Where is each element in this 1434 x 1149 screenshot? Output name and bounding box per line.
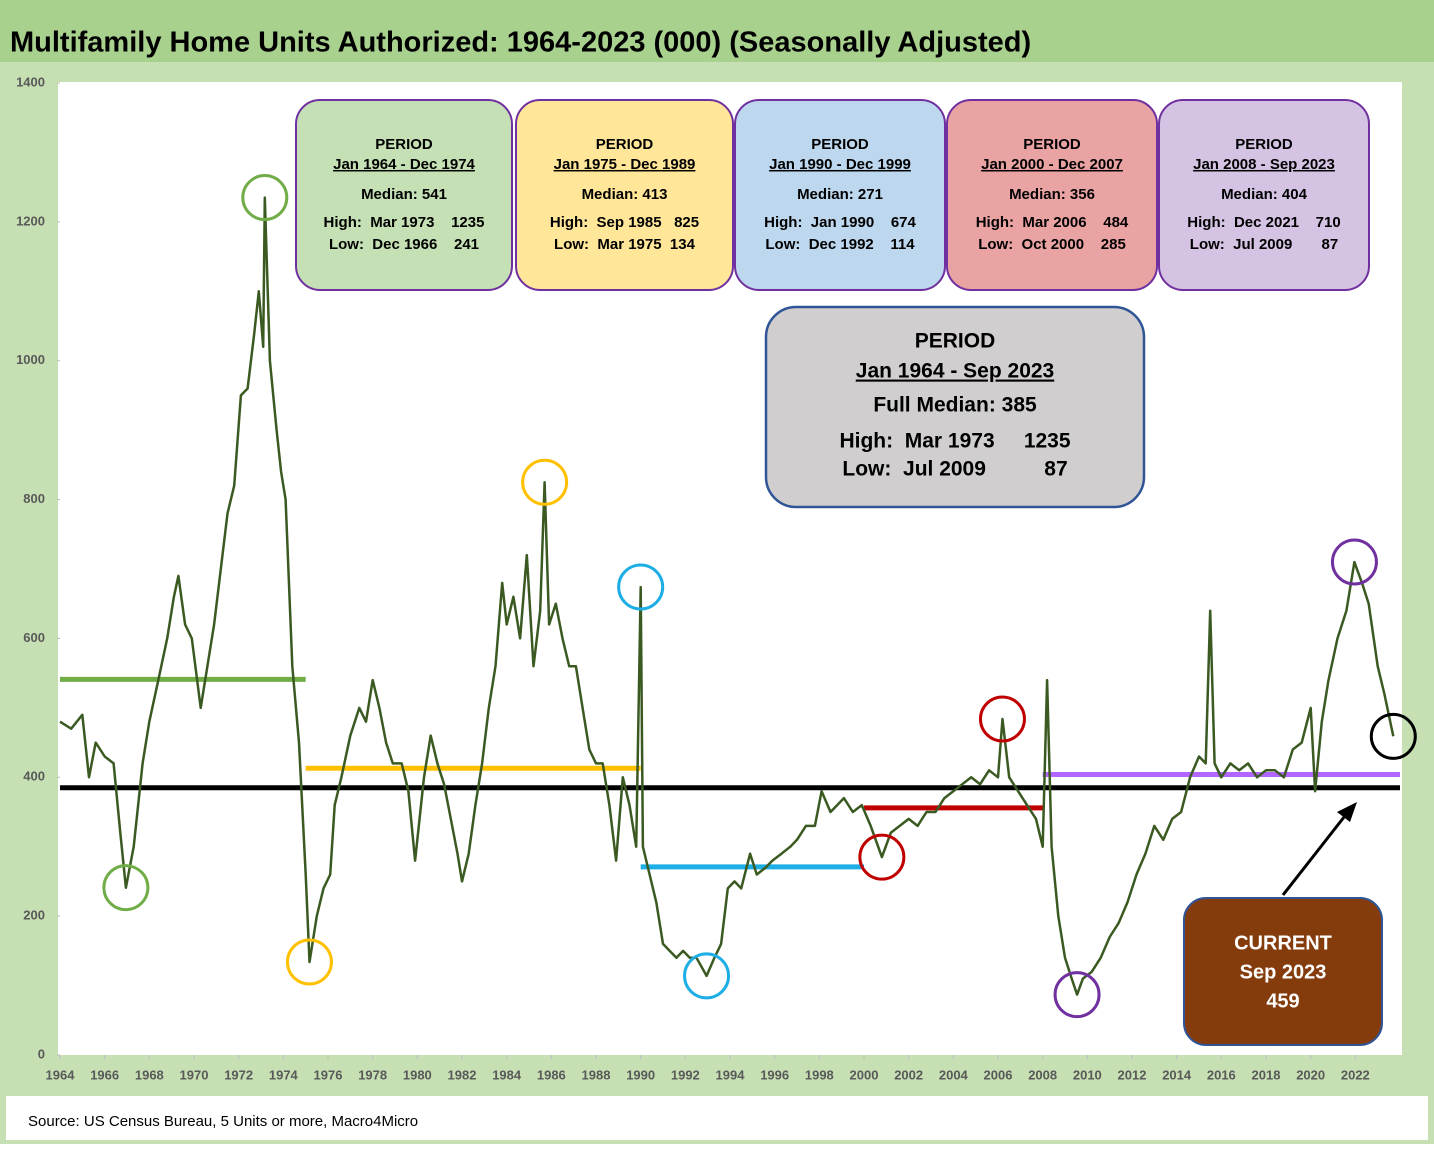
x-tick-label: 2008 [1028, 1067, 1057, 1082]
period-period: Jan 1975 - Dec 1989 [554, 156, 696, 173]
period-low: Low: Mar 1975 134 [554, 236, 696, 253]
chart-title: Multifamily Home Units Authorized: 1964-… [10, 27, 1031, 59]
period-low: Low: Jul 2009 87 [1190, 236, 1338, 253]
highlight-circle [521, 458, 569, 506]
full-box [764, 305, 1146, 509]
period-heading: PERIOD [811, 136, 869, 153]
period-low: Low: Dec 1966 241 [329, 236, 479, 253]
x-tick-label: 2016 [1207, 1067, 1236, 1082]
arrow-head [1337, 802, 1357, 822]
x-tick-label: 2012 [1118, 1067, 1147, 1082]
title-bar [0, 0, 1434, 62]
x-tick-label: 1988 [582, 1067, 611, 1082]
period-box [1158, 99, 1370, 291]
period-heading: PERIOD [1235, 136, 1293, 153]
x-tick-label: 1992 [671, 1067, 700, 1082]
full-period: Jan 1964 - Sep 2023 [856, 360, 1054, 383]
x-tick-label: 1984 [492, 1067, 522, 1082]
period-median_label: Median: 541 [361, 186, 447, 203]
y-tick-label: 600 [23, 630, 45, 645]
current-value: 459 [1266, 990, 1299, 1012]
y-tick-label: 1400 [16, 74, 45, 89]
highlight-circle [285, 938, 333, 986]
period-low: Low: Oct 2000 285 [978, 236, 1126, 253]
x-tick-label: 2004 [939, 1067, 969, 1082]
highlight-circle [1053, 971, 1101, 1019]
x-tick-label: 2002 [894, 1067, 923, 1082]
x-tick-label: 1970 [180, 1067, 209, 1082]
x-tick-label: 1982 [448, 1067, 477, 1082]
period-low: Low: Dec 1992 114 [765, 236, 915, 253]
period-high: High: Mar 1973 1235 [324, 214, 485, 231]
x-tick-label: 1978 [358, 1067, 387, 1082]
period-period: Jan 2008 - Sep 2023 [1193, 156, 1335, 173]
period-high: High: Mar 2006 484 [976, 214, 1129, 231]
period-high: High: Jan 1990 674 [764, 214, 916, 231]
period-box [295, 99, 513, 291]
source: Source: US Census Bureau, 5 Units or mor… [28, 1113, 418, 1130]
data-line [59, 196, 1395, 996]
period-high: High: Sep 1985 825 [550, 214, 699, 231]
x-tick-label: 1990 [626, 1067, 655, 1082]
x-tick-label: 2000 [850, 1067, 879, 1082]
highlight-circle [617, 563, 665, 611]
highlight-circle [683, 952, 731, 1000]
period-median_label: Median: 413 [582, 186, 668, 203]
highlight-circle [1330, 538, 1378, 586]
x-tick-label: 1996 [760, 1067, 789, 1082]
x-tick-label: 2010 [1073, 1067, 1102, 1082]
arrow [1281, 811, 1350, 896]
period-heading: PERIOD [1023, 136, 1081, 153]
x-tick-label: 2022 [1341, 1067, 1370, 1082]
period-period: Jan 1964 - Dec 1974 [333, 156, 475, 173]
y-tick-label: 400 [23, 769, 45, 784]
full-low: Low: Jul 2009 87 [842, 458, 1067, 481]
highlight-circle [241, 174, 289, 222]
y-tick-label: 200 [23, 908, 45, 923]
x-tick-label: 1964 [46, 1067, 76, 1082]
current-date: Sep 2023 [1240, 961, 1327, 983]
x-tick-label: 1986 [537, 1067, 566, 1082]
x-tick-label: 2014 [1162, 1067, 1192, 1082]
highlight-circle [858, 833, 906, 881]
highlight-circle [978, 695, 1026, 743]
x-tick-label: 1998 [805, 1067, 834, 1082]
full-heading: PERIOD [915, 330, 996, 353]
full-high: High: Mar 1973 1235 [839, 430, 1070, 453]
y-tick-label: 800 [23, 491, 45, 506]
period-high: High: Dec 2021 710 [1187, 214, 1340, 231]
x-tick-label: 1980 [403, 1067, 432, 1082]
period-median_label: Median: 271 [797, 186, 883, 203]
x-tick-label: 1976 [314, 1067, 343, 1082]
x-tick-label: 2006 [984, 1067, 1013, 1082]
x-tick-label: 2018 [1252, 1067, 1281, 1082]
period-heading: PERIOD [596, 136, 654, 153]
x-tick-label: 1974 [269, 1067, 299, 1082]
period-box [515, 99, 734, 291]
footer [6, 1096, 1428, 1140]
layer: 0 200 400 600 800 1000 1200 1400 1964 1966 1968 197… [16, 74, 1417, 1082]
period-median_label: Median: 356 [1009, 186, 1095, 203]
full-median_label: Full Median: 385 [873, 394, 1037, 417]
y-tick-label: 1000 [16, 352, 45, 367]
y-tick-label: 1200 [16, 213, 45, 228]
period-period: Jan 2000 - Dec 2007 [981, 156, 1123, 173]
highlight-circle [102, 864, 150, 912]
period-heading: PERIOD [375, 136, 433, 153]
highlight-circle [1369, 712, 1417, 760]
x-tick-label: 1994 [716, 1067, 746, 1082]
current-box [1183, 897, 1383, 1046]
period-box [946, 99, 1158, 291]
x-tick-label: 1966 [90, 1067, 119, 1082]
x-tick-label: 1972 [224, 1067, 253, 1082]
y-tick-label: 0 [38, 1046, 45, 1061]
x-tick-label: 2020 [1296, 1067, 1325, 1082]
period-median_label: Median: 404 [1221, 186, 1308, 203]
period-period: Jan 1990 - Dec 1999 [769, 156, 911, 173]
x-tick-label: 1968 [135, 1067, 164, 1082]
current-heading: CURRENT [1234, 932, 1332, 954]
period-box [734, 99, 946, 291]
